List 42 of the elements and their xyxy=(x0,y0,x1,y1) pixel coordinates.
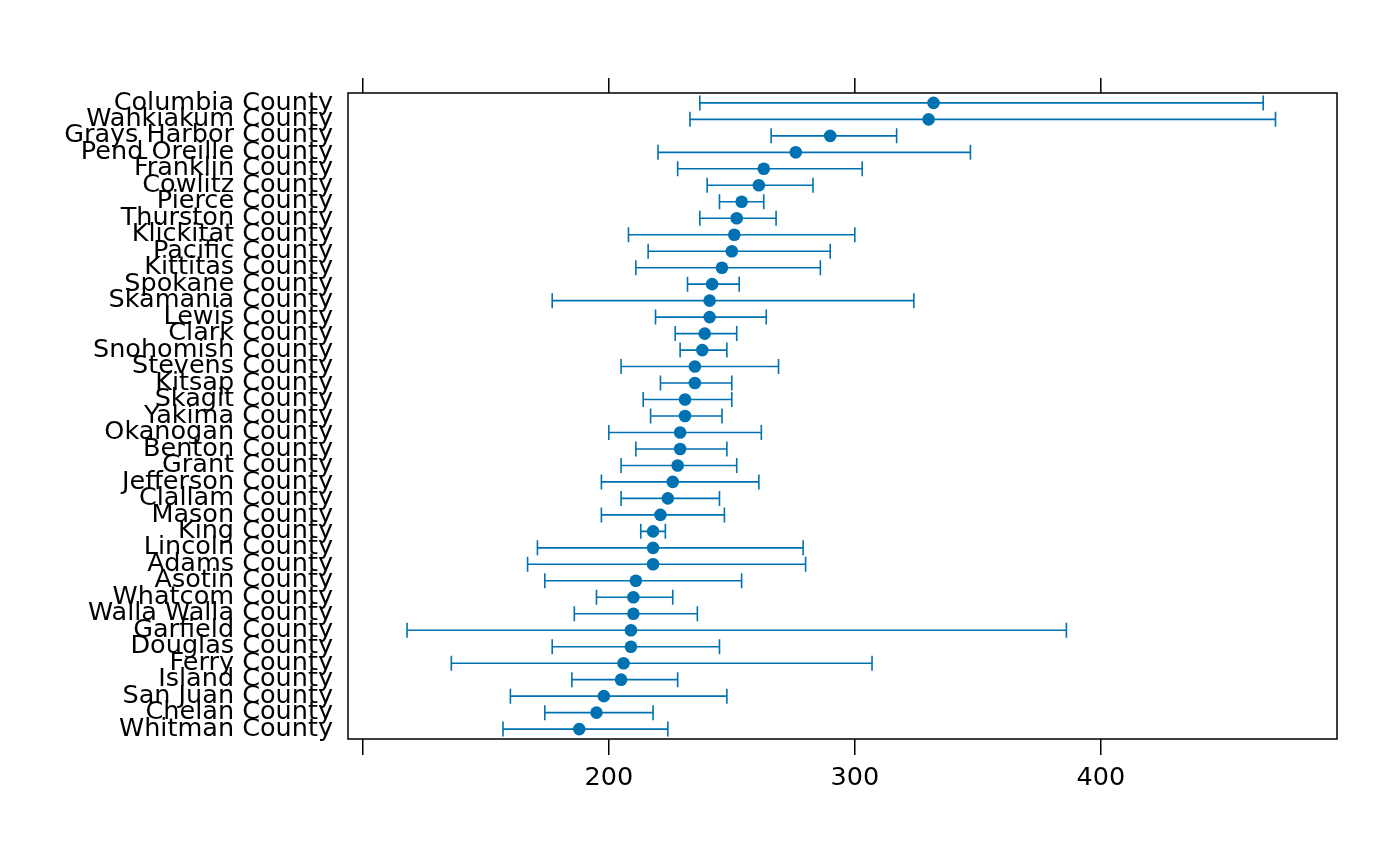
point xyxy=(614,673,628,686)
point xyxy=(703,294,716,307)
point xyxy=(752,178,766,192)
point xyxy=(627,607,640,621)
x-tick-label: 400 xyxy=(1076,760,1126,791)
point xyxy=(590,706,603,719)
x-tick-label: 300 xyxy=(830,760,880,791)
point xyxy=(698,327,712,340)
point xyxy=(927,96,940,110)
point xyxy=(629,574,643,588)
point xyxy=(646,558,660,571)
point xyxy=(597,689,611,703)
point xyxy=(735,195,748,209)
point xyxy=(673,426,687,439)
point xyxy=(757,162,771,176)
point xyxy=(727,228,741,242)
point xyxy=(688,376,702,390)
point xyxy=(646,525,660,538)
point xyxy=(654,508,667,522)
point xyxy=(725,244,739,258)
point xyxy=(617,656,630,670)
point xyxy=(627,590,640,604)
point xyxy=(695,343,709,357)
point xyxy=(678,393,692,406)
point xyxy=(789,146,803,159)
point xyxy=(661,492,675,505)
point xyxy=(715,261,729,274)
point xyxy=(624,623,638,637)
point xyxy=(673,442,687,456)
point xyxy=(922,113,935,126)
point xyxy=(572,722,586,736)
point xyxy=(671,459,684,472)
point xyxy=(730,211,744,225)
point xyxy=(688,360,702,373)
point xyxy=(678,409,692,423)
point xyxy=(624,640,638,654)
x-tick-label: 200 xyxy=(584,760,634,791)
point xyxy=(703,310,716,324)
point xyxy=(823,129,837,143)
point xyxy=(646,541,660,555)
point xyxy=(705,277,719,291)
point xyxy=(666,475,680,489)
